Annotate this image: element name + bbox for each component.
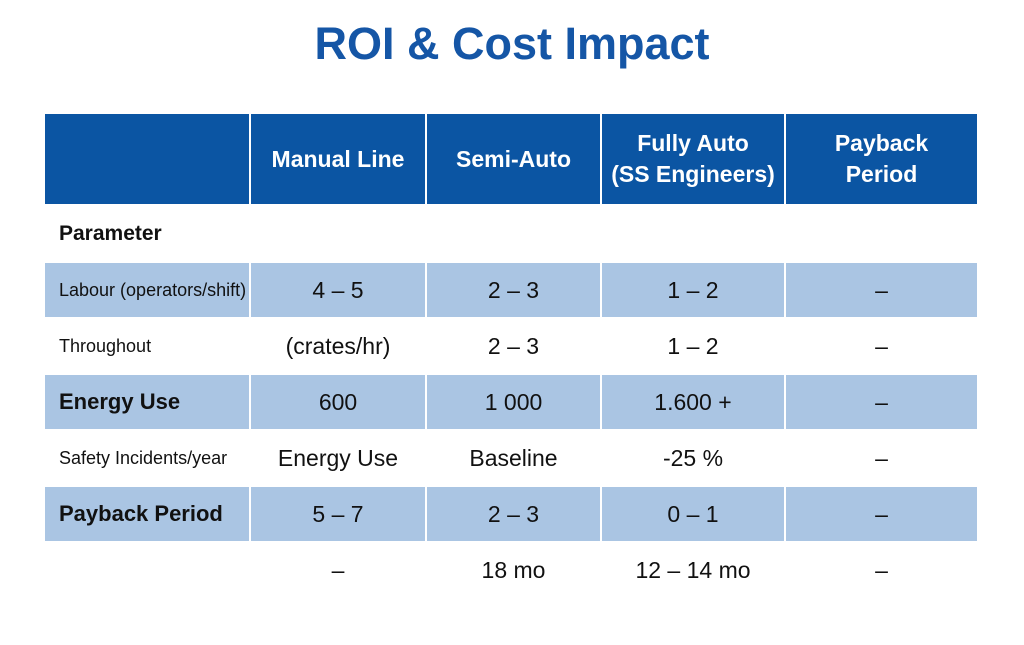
section-label: Parameter: [43, 204, 251, 263]
column-header: Manual Line: [249, 112, 427, 206]
table-cell: (crates/hr): [249, 317, 427, 375]
column-header: Payback Period: [784, 112, 979, 206]
table-cell: –: [249, 541, 427, 599]
header-row: Manual Line Semi-Auto Fully Auto (SS Engin…: [43, 112, 979, 206]
row-label: Energy Use: [43, 373, 251, 431]
table-cell: 2 – 3: [425, 261, 602, 319]
row-label: Payback Period: [43, 485, 251, 543]
table-cell: –: [784, 373, 979, 431]
table-cell: 1 – 2: [600, 317, 786, 375]
table-cell: –: [784, 317, 979, 375]
table-row: Energy Use 600 1 000 1.600 + –: [43, 373, 979, 431]
column-header: Semi-Auto: [425, 112, 602, 206]
roi-table: Manual Line Semi-Auto Fully Auto (SS Engin…: [43, 112, 979, 599]
table-cell: Baseline: [425, 429, 602, 487]
row-label: Throughout: [43, 317, 251, 375]
table-cell: 600: [249, 373, 427, 431]
table-cell: 2 – 3: [425, 317, 602, 375]
table-cell: –: [784, 541, 979, 599]
row-label: Safety Incidents/year: [43, 429, 251, 487]
table-cell: 18 mo: [425, 541, 602, 599]
section-row: Parameter: [43, 204, 979, 263]
row-label: [43, 541, 251, 599]
column-header: Fully Auto (SS Engineers): [600, 112, 786, 206]
table-cell: 1 – 2: [600, 261, 786, 319]
table-cell: 1.600 +: [600, 373, 786, 431]
table-cell: 5 – 7: [249, 485, 427, 543]
table-cell: –: [784, 261, 979, 319]
table-cell: –: [784, 429, 979, 487]
table-cell: 0 – 1: [600, 485, 786, 543]
table-row: –18 mo 12 – 14 mo –: [43, 541, 979, 599]
table-cell: Energy Use: [249, 429, 427, 487]
table-cell: 12 – 14 mo: [600, 541, 786, 599]
table-cell: -25 %: [600, 429, 786, 487]
table-cell: 2 – 3: [425, 485, 602, 543]
table-cell: 1 000: [425, 373, 602, 431]
table-cell: –: [784, 485, 979, 543]
table-row: Safety Incidents/year Energy Use Baseline -…: [43, 429, 979, 487]
page-title: ROI & Cost Impact: [314, 18, 710, 69]
column-header: [43, 112, 251, 206]
row-label: Labour (operators/shift): [43, 261, 251, 319]
table-cell: 4 – 5: [249, 261, 427, 319]
